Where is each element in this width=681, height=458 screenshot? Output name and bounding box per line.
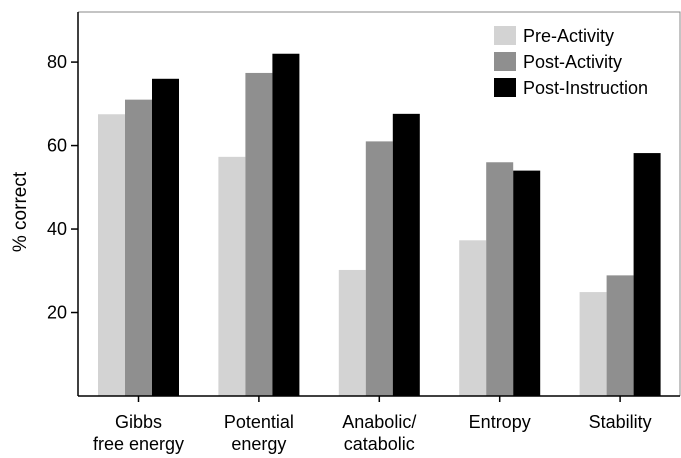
plot-border	[78, 11, 681, 396]
category-label-line: Anabolic/	[342, 412, 416, 432]
bar-pre-activity-1	[218, 156, 246, 396]
bar-post-instruction-3	[513, 170, 541, 396]
category-label-line: free energy	[93, 434, 184, 454]
bars-group	[98, 53, 661, 397]
bar-pre-activity-3	[459, 240, 487, 396]
y-tick-label-80: 80	[47, 52, 67, 72]
legend-swatch-1	[494, 52, 516, 71]
category-label-1: Potential energy	[224, 412, 294, 454]
y-tick-label-20: 20	[47, 303, 67, 323]
category-label-3: Entropy	[469, 412, 531, 432]
category-label-0: Gibbs free energy	[93, 412, 184, 454]
category-label-2: Anabolic/catabolic	[342, 412, 416, 454]
bar-post-instruction-0	[152, 78, 179, 397]
category-label-line: catabolic	[344, 434, 415, 454]
legend-label-0: Pre-Activity	[523, 26, 614, 46]
legend-swatch-2	[494, 78, 516, 97]
category-label-line: Gibbs	[115, 412, 162, 432]
legend-swatch-0	[494, 26, 516, 45]
bar-pre-activity-0	[98, 114, 125, 397]
bar-post-instruction-2	[392, 113, 420, 396]
category-label-line: energy	[231, 434, 286, 454]
legend-label-1: Post-Activity	[523, 52, 622, 72]
legend: Pre-Activity Post-Activity Post-Instructio…	[494, 26, 648, 98]
plot-frame	[78, 11, 681, 396]
bar-post-activity-0	[125, 99, 152, 397]
category-label-line: Potential	[224, 412, 294, 432]
bar-post-instruction-4	[633, 153, 661, 396]
bar-pre-activity-4	[579, 292, 607, 396]
bar-post-instruction-1	[272, 53, 300, 396]
y-axis-label: % correct	[10, 171, 31, 252]
bar-pre-activity-2	[338, 269, 366, 396]
y-ticks-group: 20 40 60 80	[47, 52, 78, 323]
bar-post-activity-2	[365, 141, 393, 396]
bar-post-activity-3	[486, 162, 514, 396]
category-label-line: Entropy	[469, 412, 531, 432]
bar-post-activity-1	[245, 72, 273, 396]
legend-label-2: Post-Instruction	[523, 78, 648, 98]
category-label-line: Stability	[589, 412, 652, 432]
y-tick-label-60: 60	[47, 136, 67, 156]
y-tick-label-40: 40	[47, 219, 67, 239]
category-label-4: Stability	[589, 412, 652, 432]
category-labels-group: Gibbs free energy Potential energy Anabolic/…	[93, 396, 652, 454]
bar-post-activity-4	[606, 275, 634, 396]
